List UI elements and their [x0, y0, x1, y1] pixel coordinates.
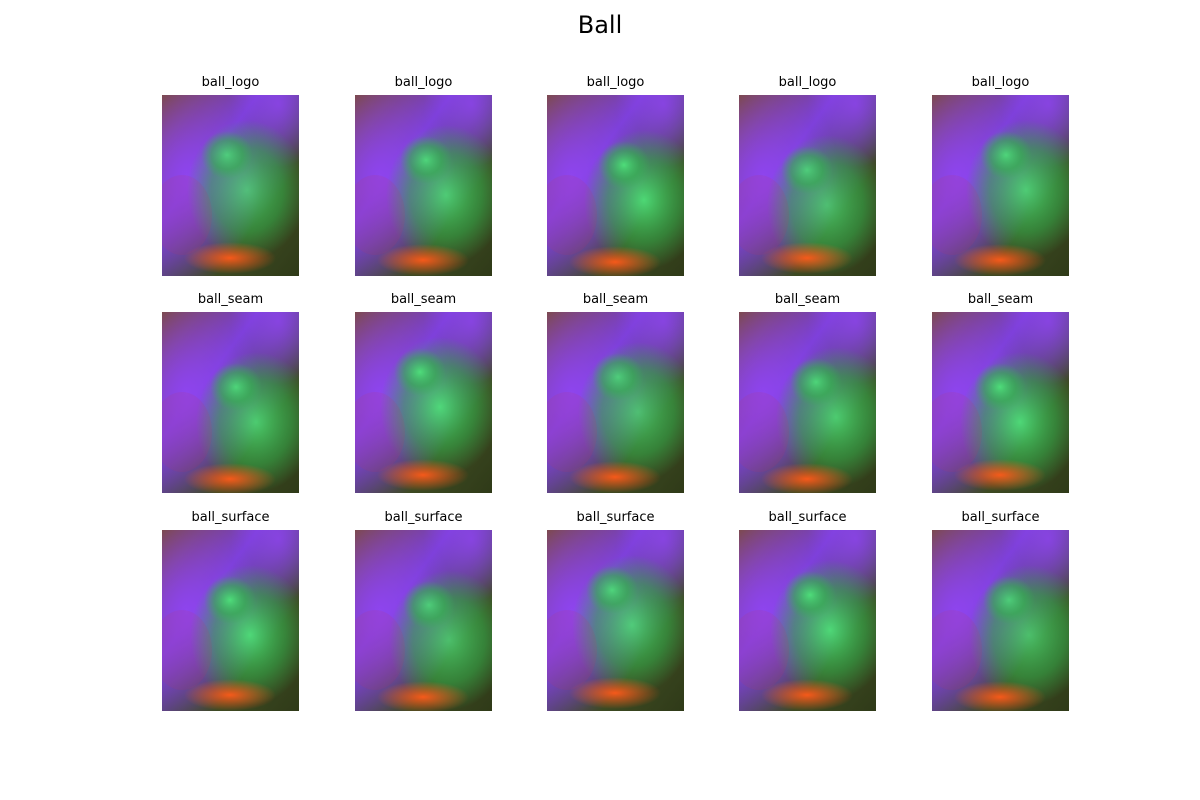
image-tile [355, 312, 492, 493]
image-tile [547, 312, 684, 493]
image-tile [932, 312, 1069, 493]
image-tile [162, 95, 299, 276]
cell-label: ball_logo [971, 75, 1030, 90]
grid-cell: ball_logo [932, 74, 1069, 276]
grid-cell: ball_seam [355, 291, 492, 493]
image-tile [739, 530, 876, 711]
cell-label: ball_logo [394, 75, 453, 90]
cell-label: ball_logo [586, 75, 645, 90]
cell-label: ball_surface [191, 510, 270, 525]
image-tile [547, 530, 684, 711]
grid-cell: ball_surface [739, 509, 876, 711]
cell-label: ball_seam [582, 292, 649, 307]
grid-cell: ball_surface [355, 509, 492, 711]
image-tile [932, 530, 1069, 711]
image-tile [739, 95, 876, 276]
cell-label: ball_seam [197, 292, 264, 307]
image-tile [162, 312, 299, 493]
cell-label: ball_seam [967, 292, 1034, 307]
grid-cell: ball_surface [162, 509, 299, 711]
grid-cell: ball_surface [547, 509, 684, 711]
cell-label: ball_surface [768, 510, 847, 525]
cell-label: ball_surface [384, 510, 463, 525]
grid-cell: ball_logo [547, 74, 684, 276]
figure-title: Ball [577, 11, 623, 39]
image-tile [739, 312, 876, 493]
cell-label: ball_surface [961, 510, 1040, 525]
cell-label: ball_surface [576, 510, 655, 525]
image-tile [932, 95, 1069, 276]
grid-cell: ball_logo [162, 74, 299, 276]
cell-label: ball_logo [778, 75, 837, 90]
cell-label: ball_logo [201, 75, 260, 90]
grid-cell: ball_seam [932, 291, 1069, 493]
grid-cell: ball_seam [547, 291, 684, 493]
image-tile [355, 530, 492, 711]
cell-label: ball_seam [774, 292, 841, 307]
image-tile [355, 95, 492, 276]
grid-cell: ball_seam [739, 291, 876, 493]
grid-cell: ball_logo [355, 74, 492, 276]
cell-label: ball_seam [390, 292, 457, 307]
grid-cell: ball_surface [932, 509, 1069, 711]
image-tile [162, 530, 299, 711]
grid-cell: ball_logo [739, 74, 876, 276]
image-tile [547, 95, 684, 276]
grid-cell: ball_seam [162, 291, 299, 493]
